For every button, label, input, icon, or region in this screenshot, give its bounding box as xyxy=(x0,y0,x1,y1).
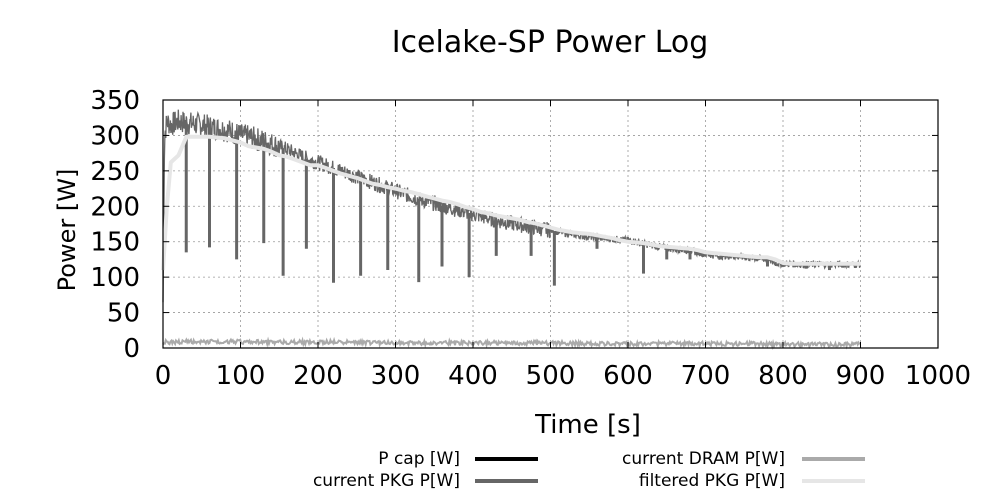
series-current-dram xyxy=(162,336,861,351)
y-tick-label: 150 xyxy=(90,228,140,258)
x-tick-label: 400 xyxy=(448,361,498,391)
x-tick-label: 200 xyxy=(293,361,343,391)
series-filtered-pkg xyxy=(161,134,861,271)
y-tick-label: 350 xyxy=(90,86,140,116)
dram-line xyxy=(162,336,861,351)
y-tick-label: 200 xyxy=(90,192,140,222)
legend-label-current-dram: current DRAM P[W] xyxy=(622,449,785,469)
y-tick-label: 50 xyxy=(107,299,140,329)
legend-label-current-pkg: current PKG P[W] xyxy=(313,471,460,491)
pkg-line xyxy=(162,109,861,303)
y-tick-label: 300 xyxy=(90,121,140,151)
legend-label-p-cap: P cap [W] xyxy=(378,449,460,469)
x-tick-label: 800 xyxy=(758,361,808,391)
legend: P cap [W] current PKG P[W] current DRAM … xyxy=(313,449,865,491)
y-tick-label: 0 xyxy=(123,334,140,364)
x-axis-label: Time [s] xyxy=(534,410,641,440)
series-current-pkg xyxy=(162,109,861,303)
grid-lines xyxy=(163,100,938,348)
x-tick-label: 600 xyxy=(603,361,653,391)
y-axis-label: Power [W] xyxy=(53,169,81,292)
x-tick-label: 700 xyxy=(681,361,731,391)
x-tick-label: 1000 xyxy=(905,361,971,391)
legend-label-filtered-pkg: filtered PKG P[W] xyxy=(639,471,785,491)
y-tick-label: 250 xyxy=(90,157,140,187)
x-tick-label: 100 xyxy=(216,361,266,391)
x-tick-label: 500 xyxy=(526,361,576,391)
x-tick-label: 0 xyxy=(155,361,172,391)
x-tick-label: 300 xyxy=(371,361,421,391)
chart-title: Icelake-SP Power Log xyxy=(392,25,709,60)
filtered-line xyxy=(161,134,861,271)
y-tick-label: 100 xyxy=(90,263,140,293)
x-tick-label: 900 xyxy=(836,361,886,391)
axis-ticks: 0 100 200 300 400 500 600 700 800 900 1000 0 50 100 15… xyxy=(90,86,971,391)
